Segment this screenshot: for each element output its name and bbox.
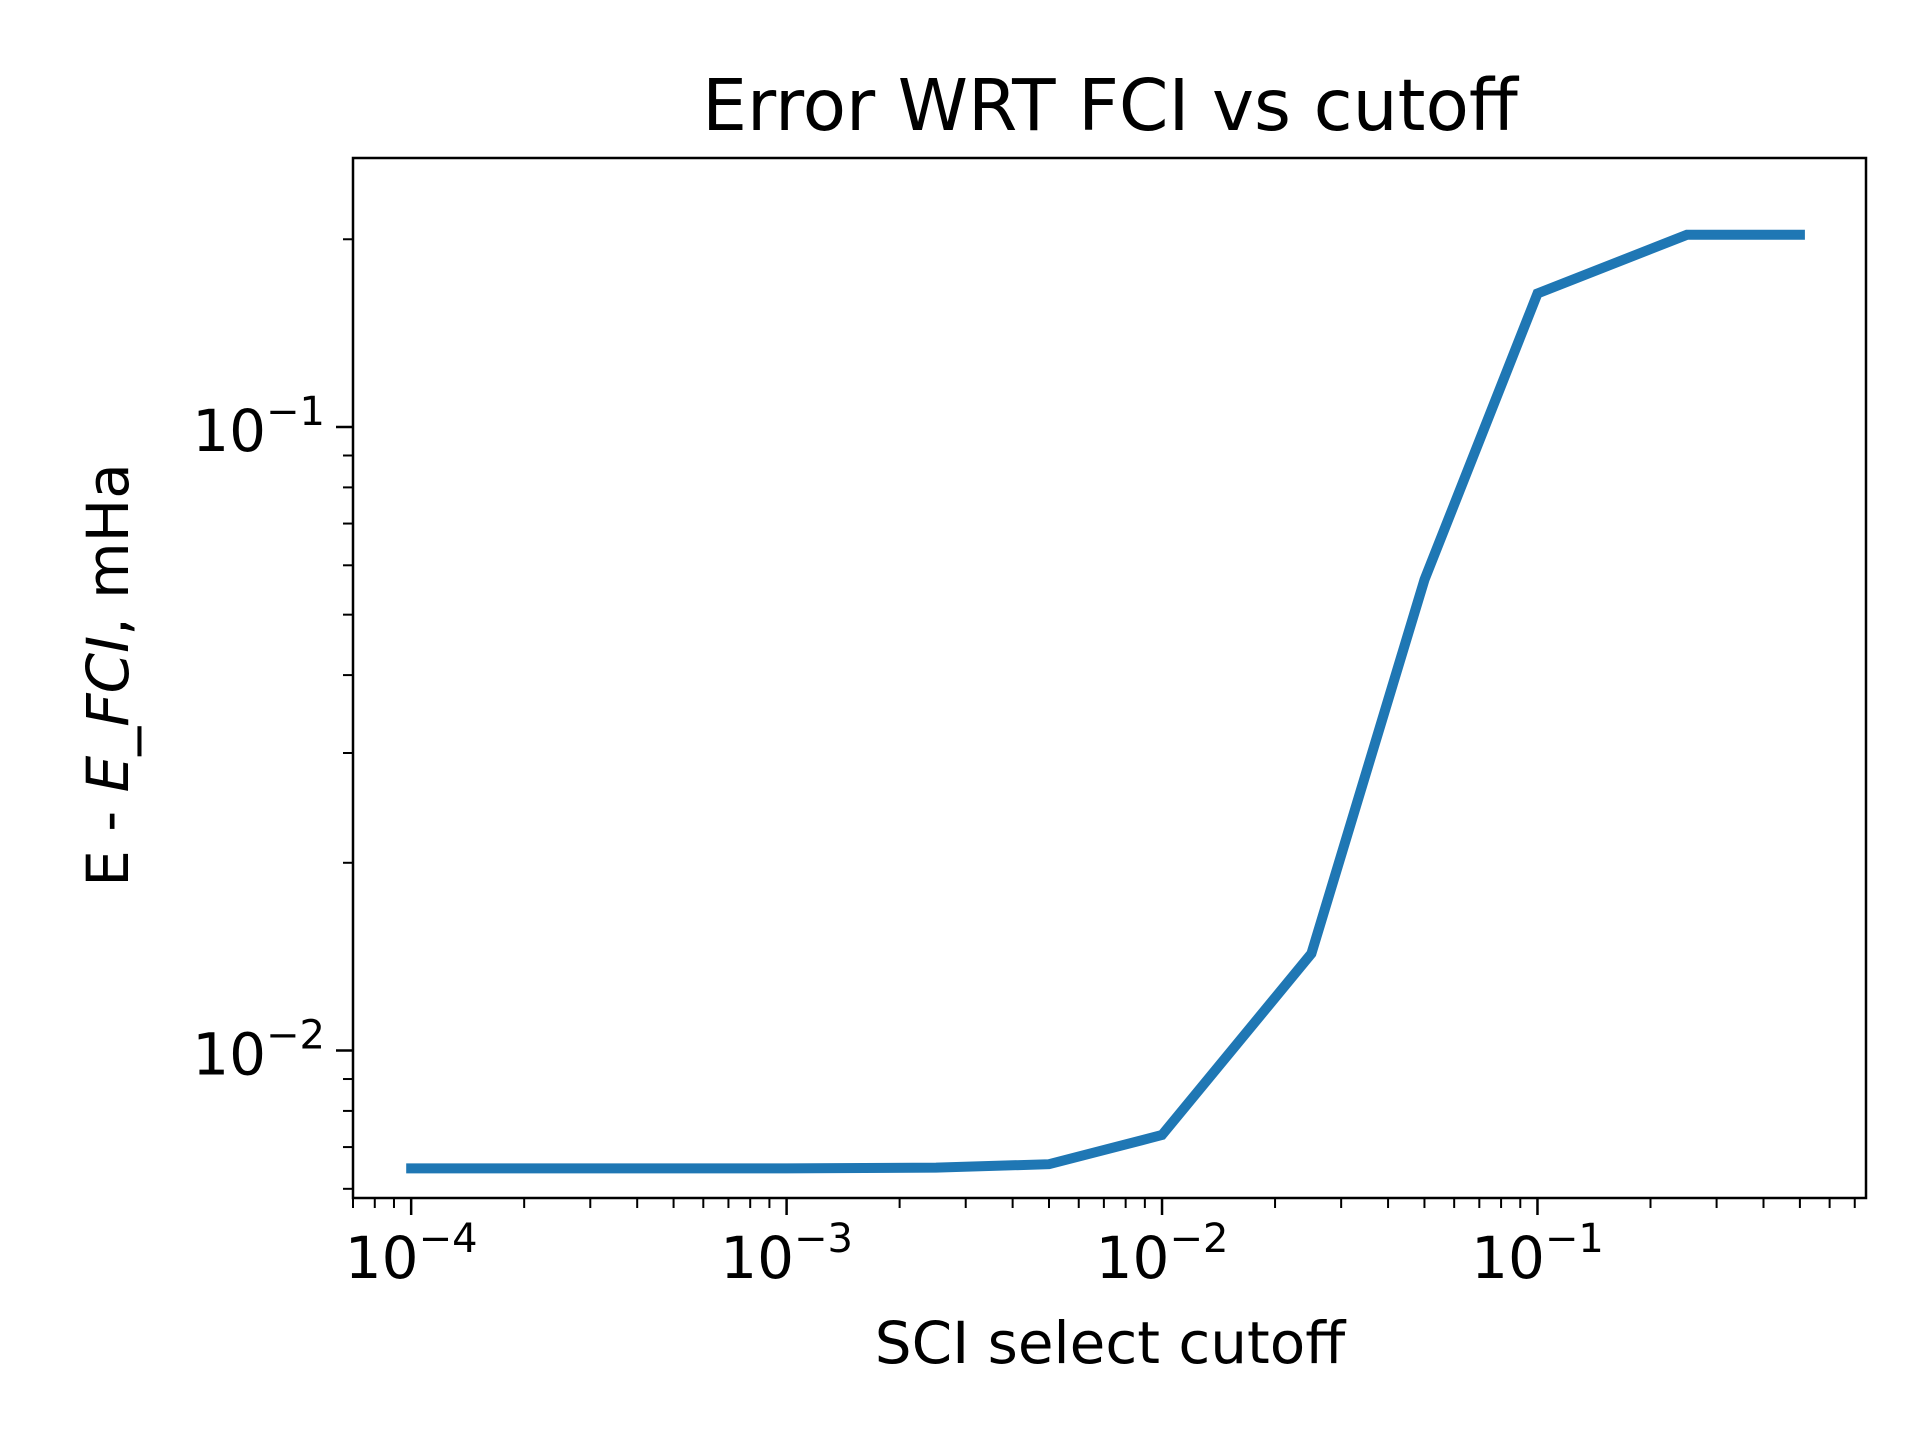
chart-title: Error WRT FCI vs cutoff xyxy=(702,64,1520,147)
y-tick-label: 10−2 xyxy=(192,1012,325,1088)
x-axis-label: SCI select cutoff xyxy=(875,1309,1347,1377)
plot-frame xyxy=(351,156,1868,1200)
x-tick-label: 10−2 xyxy=(1096,1216,1229,1292)
x-tick-label: 10−4 xyxy=(345,1216,478,1292)
x-tick-label: 10−1 xyxy=(1471,1216,1604,1292)
x-tick-label: 10−3 xyxy=(720,1216,853,1292)
y-axis-label: E - E_FCI, mHa xyxy=(74,463,142,887)
plot-layer: 10−4 10−3 10−2 10−1 10−2 10−1 xyxy=(192,156,1868,1292)
series-line-0 xyxy=(406,229,1805,1174)
y-tick-label: 10−1 xyxy=(192,389,325,465)
